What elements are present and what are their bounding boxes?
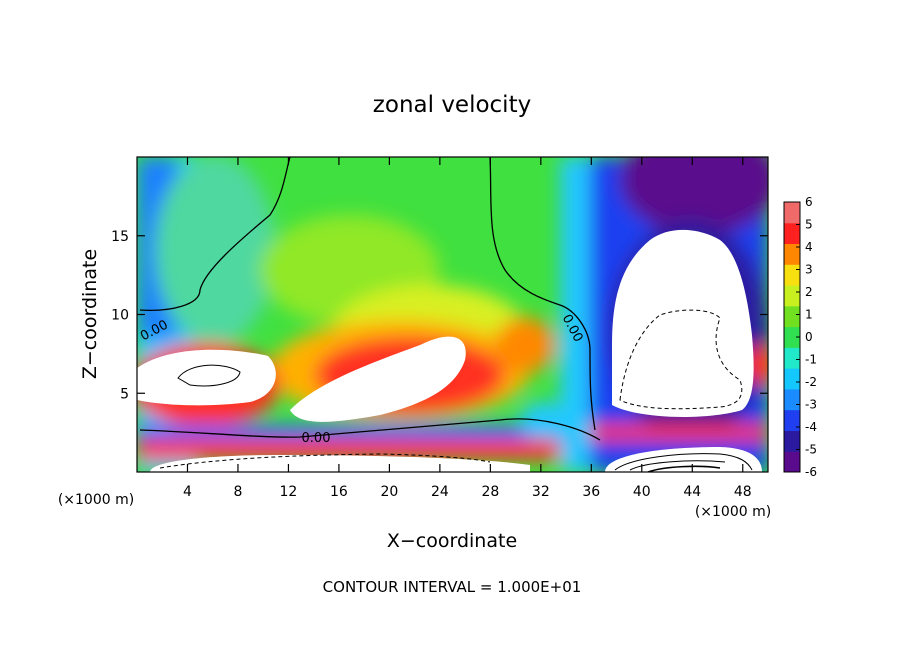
x-tick-label: 20 <box>380 484 398 500</box>
colorbar-tick-label: -6 <box>805 465 817 479</box>
colorbar-tick-label: 2 <box>805 285 813 299</box>
x-tick-label: 16 <box>330 484 348 500</box>
colorbar-segment <box>784 243 800 265</box>
contour-label: 0.00 <box>302 431 331 446</box>
chart-title: zonal velocity <box>373 92 531 118</box>
colorbar-segment <box>784 202 800 224</box>
y-tick-label: 5 <box>120 386 129 402</box>
velocity-field <box>137 157 768 472</box>
colorbar-segment <box>784 326 800 348</box>
x-unit-label: (×1000 m) <box>695 504 771 520</box>
colorbar-segment <box>784 347 800 369</box>
contour-interval-note: CONTOUR INTERVAL = 1.000E+01 <box>323 578 582 596</box>
x-axis: 4 8 12 16 20 24 28 32 36 40 44 48 <box>183 157 752 500</box>
colorbar-tick-label: -2 <box>805 375 817 389</box>
x-tick-label: 8 <box>233 484 242 500</box>
colorbar-segment <box>784 451 800 473</box>
y-tick-label: 10 <box>111 308 129 324</box>
colorbar-tick-label: -5 <box>805 443 817 457</box>
colorbar-segment <box>784 368 800 390</box>
z-unit-label: (×1000 m) <box>58 492 134 508</box>
colorbar-tick-label: -3 <box>805 398 817 412</box>
colorbar-tick-label: 4 <box>805 240 813 254</box>
colorbar-tick-label: 0 <box>805 330 813 344</box>
x-tick-label: 36 <box>582 484 600 500</box>
x-tick-label: 28 <box>481 484 499 500</box>
colorbar-segment <box>784 222 800 245</box>
x-tick-label: 12 <box>280 484 298 500</box>
y-axis-label: Z−coordinate <box>79 249 101 379</box>
y-axis: 5 10 15 <box>111 229 768 402</box>
x-tick-label: 48 <box>734 484 752 500</box>
colorbar-tick-label: -1 <box>805 353 817 367</box>
colorbar-tick-label: 3 <box>805 263 813 277</box>
x-tick-label: 32 <box>532 484 550 500</box>
x-tick-label: 24 <box>431 484 449 500</box>
colorbar-segment <box>784 388 800 411</box>
colorbar-tick-label: -4 <box>805 420 817 434</box>
colorbar-segment <box>784 285 800 307</box>
colorbar-tick-label: 5 <box>805 218 813 232</box>
colorbar: 6 5 4 3 2 1 0 -1 -2 -3 -4 -5 -6 <box>783 195 817 479</box>
x-tick-label: 40 <box>633 484 651 500</box>
colorbar-segment <box>784 430 800 452</box>
x-tick-label: 44 <box>683 484 701 500</box>
colorbar-segment <box>784 264 800 286</box>
y-tick-label: 15 <box>111 229 129 245</box>
colorbar-tick-label: 1 <box>805 308 813 322</box>
colorbar-segment <box>784 409 800 431</box>
x-tick-label: 4 <box>183 484 192 500</box>
x-axis-label: X−coordinate <box>387 530 517 552</box>
colorbar-segment <box>784 305 800 328</box>
colorbar-tick-label: 6 <box>805 195 813 209</box>
